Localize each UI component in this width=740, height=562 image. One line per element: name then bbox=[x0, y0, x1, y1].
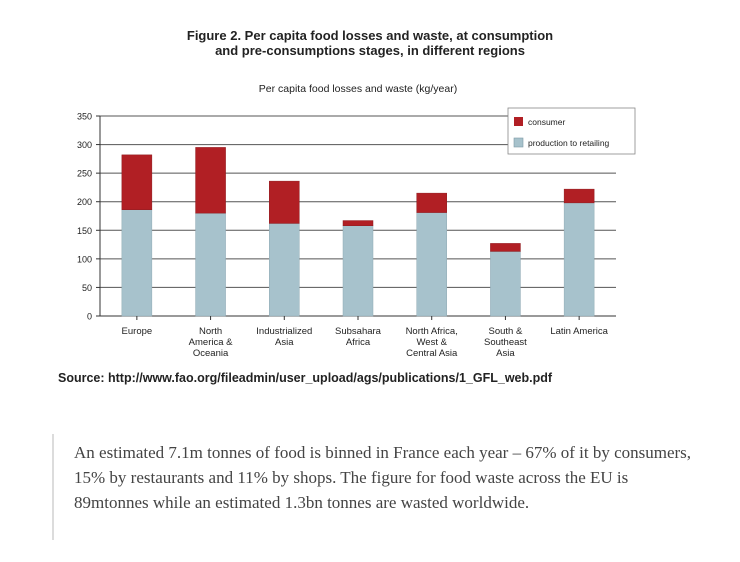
x-tick-label-line: North Africa, bbox=[406, 326, 458, 337]
bar-consumer-5 bbox=[490, 243, 521, 252]
figure-title: Figure 2. Per capita food losses and was… bbox=[0, 28, 740, 58]
x-tick-label-2: Industrialized Asia bbox=[256, 326, 312, 348]
legend-box bbox=[507, 107, 636, 155]
x-tick-label-line: South & bbox=[489, 326, 523, 337]
x-tick-label-line: Latin America bbox=[550, 326, 608, 337]
x-axis-labels: Europe North America & Oceania Industrialize… bbox=[122, 316, 609, 359]
x-tick-label-line: North bbox=[199, 326, 222, 337]
legend-swatch-consumer bbox=[514, 117, 523, 126]
x-tick-label-line: Asia bbox=[275, 337, 294, 348]
y-tick-label-50: 50 bbox=[82, 283, 92, 293]
x-tick-label-line: Industrialized bbox=[256, 326, 312, 337]
legend-label-production: production to retailing bbox=[528, 138, 610, 148]
x-tick-label-1: North America & Oceania bbox=[189, 326, 233, 359]
x-tick-label-line: Subsahara bbox=[335, 326, 382, 337]
y-tick-label-250: 250 bbox=[77, 169, 92, 179]
y-tick-label-200: 200 bbox=[77, 197, 92, 207]
stacked-bar-chart: Per capita food losses and waste (kg/yea… bbox=[77, 83, 636, 359]
quote-text: An estimated 7.1m tonnes of food is binn… bbox=[74, 443, 692, 512]
x-tick-label-line: Central Asia bbox=[406, 348, 458, 359]
x-tick-label-line: Africa bbox=[346, 337, 371, 348]
x-tick-label-line: Europe bbox=[122, 326, 153, 337]
bar-production-4 bbox=[416, 212, 447, 317]
y-tick-label-300: 300 bbox=[77, 140, 92, 150]
bar-production-6 bbox=[563, 202, 595, 317]
bar-production-2 bbox=[269, 223, 300, 317]
x-tick-label-6: Latin America bbox=[550, 326, 608, 337]
x-tick-label-line: Oceania bbox=[193, 348, 229, 359]
y-tick-label-100: 100 bbox=[77, 254, 92, 264]
figure-title-line-1: Figure 2. Per capita food losses and was… bbox=[186, 28, 554, 43]
x-tick-label-0: Europe bbox=[122, 326, 153, 337]
legend-swatch-production bbox=[513, 137, 524, 148]
x-tick-label-3: Subsahara Africa bbox=[335, 326, 382, 348]
x-tick-label-line: Southeast bbox=[484, 337, 527, 348]
y-tick-label-150: 150 bbox=[77, 226, 92, 236]
bar-production-1 bbox=[195, 212, 226, 317]
bar-consumer-6 bbox=[563, 188, 595, 204]
bar-consumer-4 bbox=[416, 192, 447, 213]
y-axis: 0 50 100 150 200 250 300 350 bbox=[77, 112, 616, 322]
source-citation: Source: http://www.fao.org/fileadmin/use… bbox=[58, 371, 553, 385]
x-tick-label-line: America & bbox=[189, 337, 233, 348]
y-tick-label-350: 350 bbox=[77, 112, 92, 122]
bar-consumer-2 bbox=[269, 180, 300, 224]
bar-production-0 bbox=[121, 209, 153, 317]
bar-consumer-0 bbox=[121, 154, 153, 210]
chart-subtitle: Per capita food losses and waste (kg/yea… bbox=[259, 83, 457, 95]
legend: consumer production to retailing bbox=[507, 107, 636, 155]
x-tick-label-line: West & bbox=[416, 337, 447, 348]
bar-consumer-3 bbox=[342, 220, 374, 226]
x-tick-label-5: South & Southeast Asia bbox=[484, 326, 527, 359]
legend-label-consumer: consumer bbox=[528, 117, 565, 127]
bar-consumer-1 bbox=[195, 147, 226, 214]
bars bbox=[121, 147, 595, 317]
x-tick-label-4: North Africa, West & Central Asia bbox=[406, 326, 458, 359]
blockquote: An estimated 7.1m tonnes of food is binn… bbox=[52, 434, 704, 540]
x-tick-label-line: Asia bbox=[496, 348, 515, 359]
figure-title-line-2: and pre-consumptions stages, in differen… bbox=[215, 43, 525, 58]
bar-production-3 bbox=[342, 225, 374, 317]
bar-production-5 bbox=[490, 251, 521, 317]
y-tick-label-0: 0 bbox=[87, 312, 92, 322]
